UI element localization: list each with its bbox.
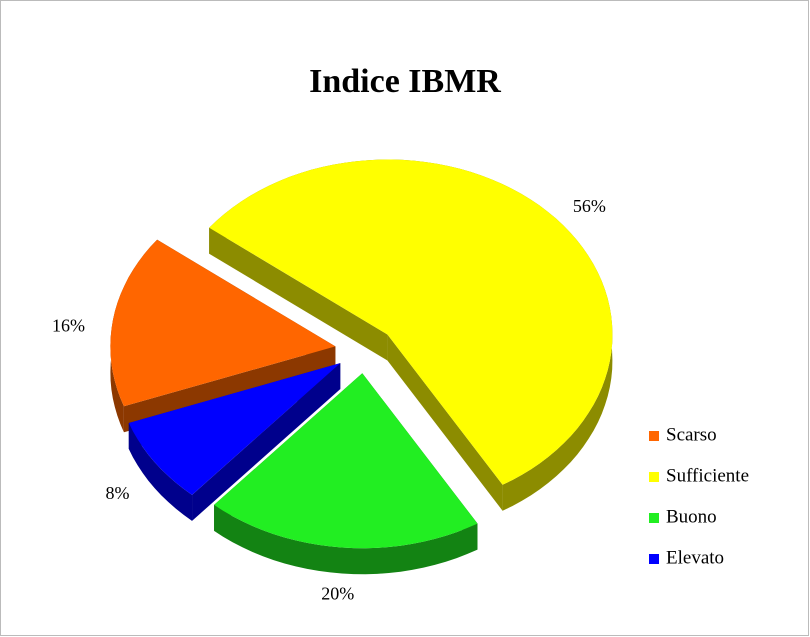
slice-side: [209, 227, 388, 361]
slice-wall: [214, 504, 478, 575]
legend-swatch: [649, 513, 659, 523]
data-label: 16%: [52, 315, 85, 335]
slice-top: [214, 373, 478, 549]
legend-swatch: [649, 472, 659, 482]
slice: [209, 159, 613, 511]
legend-swatch: [649, 554, 659, 564]
legend-label: Buono: [666, 506, 717, 527]
data-label: 56%: [573, 196, 606, 216]
slice: [128, 363, 341, 521]
legend-label: Sufficiente: [666, 465, 749, 486]
slice-side: [192, 363, 341, 521]
slice-side: [387, 334, 503, 511]
slice-top: [128, 363, 341, 495]
legend-label: Scarso: [666, 424, 717, 445]
slice-top: [209, 159, 613, 485]
slice-wall: [128, 423, 192, 521]
slice-top: [110, 239, 336, 407]
legend-swatch: [649, 431, 659, 441]
legend-label: Elevato: [666, 547, 724, 568]
data-label: 20%: [321, 583, 354, 603]
chart-title: Indice IBMR: [309, 63, 501, 100]
slice: [214, 373, 478, 575]
data-label: 8%: [105, 483, 129, 503]
